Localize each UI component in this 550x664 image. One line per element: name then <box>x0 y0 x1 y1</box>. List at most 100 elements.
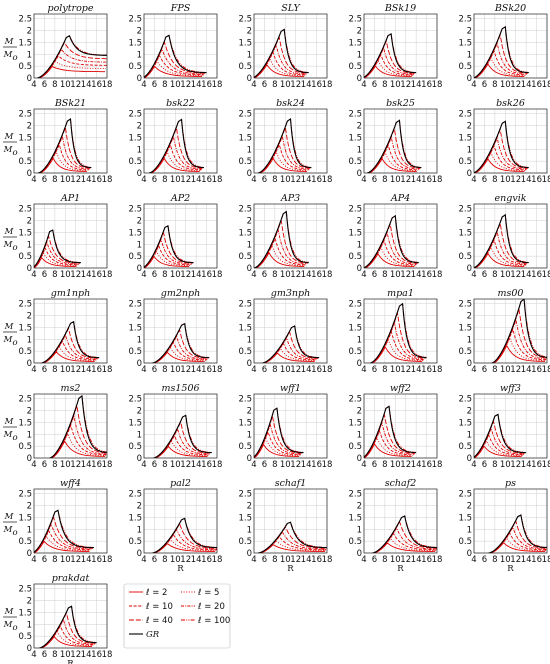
y-axis-label: MM o <box>3 512 18 538</box>
y-tick-label: 0 <box>137 549 142 559</box>
y-tick-label: 0.5 <box>128 157 142 167</box>
x-tick-label: 16 <box>421 555 432 565</box>
y-tick-label: 2 <box>137 407 142 417</box>
plot-frame <box>473 203 548 269</box>
panel-title: BSk20 <box>494 3 526 14</box>
x-tick-label: 10 <box>390 175 401 185</box>
y-tick-label: 2 <box>247 312 252 322</box>
panel-gm3nph: gm3nph 0 0.5 1 1.52 2.5 4 6 8 10 12 14 16 18 <box>238 288 332 375</box>
legend: ℓ = 2 ℓ = 5 ℓ = 10 ℓ = 20 ℓ = 40 ℓ = 100 GR <box>123 583 231 649</box>
series-line-dashdotdot <box>474 120 529 173</box>
legend-item: ℓ = 20 <box>181 602 225 612</box>
y-axis-label-numerator: M <box>4 512 14 522</box>
y-tick-label: 2 <box>247 217 252 227</box>
y-tick-label: 1.5 <box>18 133 32 143</box>
y-tick-label: 2 <box>357 27 362 37</box>
x-tick-label: 6 <box>152 555 157 565</box>
y-tick-label: 1.5 <box>348 513 362 523</box>
panel-SLY: SLY 0 0.5 1 1.52 2.5 4 6 8 10 12 14 16 18 <box>238 3 332 90</box>
plot-frame <box>363 298 438 364</box>
x-tick-label: 14 <box>411 555 422 565</box>
panel-gm2nph: gm2nph 0 0.5 1 1.52 2.5 4 6 8 10 12 14 16 18 <box>128 288 222 375</box>
x-tick-label: 18 <box>322 270 333 280</box>
y-tick-label: 0.5 <box>238 252 252 262</box>
x-tick-label: 4 <box>251 270 256 280</box>
x-tick-label: 16 <box>311 270 322 280</box>
series-line-solid <box>493 344 546 363</box>
curves <box>254 407 304 458</box>
plot-frame <box>253 13 328 79</box>
x-tick-label: 18 <box>212 365 223 375</box>
x-tick-label: 16 <box>531 175 542 185</box>
y-tick-label: 1.5 <box>18 228 32 238</box>
series-line-gr <box>474 413 527 458</box>
y-tick-label: 2 <box>467 407 472 417</box>
panel-title: ms1506 <box>161 383 199 394</box>
x-tick-label: 18 <box>102 80 113 90</box>
series-line-dashdotdot <box>152 517 217 553</box>
y-tick-label: 1 <box>247 430 252 440</box>
x-tick-label: 6 <box>482 175 487 185</box>
y-tick-label: 0 <box>467 264 472 274</box>
x-tick-label: 10 <box>170 270 181 280</box>
y-tick-label: 0.5 <box>238 537 252 547</box>
series-line-dashdotdot <box>364 215 419 268</box>
x-tick-label: 4 <box>31 650 36 660</box>
x-tick-label: 16 <box>421 460 432 470</box>
y-tick-label: 1 <box>357 430 362 440</box>
x-tick-label: 18 <box>542 555 550 565</box>
x-tick-label: 8 <box>52 270 57 280</box>
plot-frame <box>33 203 108 269</box>
x-tick-label: 10 <box>170 555 181 565</box>
x-tick-label: 16 <box>311 555 322 565</box>
panel-wff3: wff3 0 0.5 1 1.52 2.5 4 6 8 10 12 14 16 18 <box>458 383 550 470</box>
series-line-dashdot <box>144 238 192 268</box>
y-tick-label: 1 <box>27 240 32 250</box>
grid <box>143 109 218 174</box>
curves <box>254 210 309 268</box>
y-axis-label-subscript: o <box>12 433 17 443</box>
x-tick-label: 10 <box>60 650 71 660</box>
x-tick-label: 4 <box>361 175 366 185</box>
y-axis-label-denominator: M <box>3 335 13 345</box>
x-tick-label: 4 <box>31 175 36 185</box>
y-axis-label-numerator: M <box>4 607 14 617</box>
y-tick-label: 0 <box>467 549 472 559</box>
y-tick-label: 2 <box>467 217 472 227</box>
legend-label: ℓ = 100 <box>197 616 230 626</box>
y-tick-label: 1 <box>467 240 472 250</box>
x-tick-label: 12 <box>510 80 521 90</box>
x-tick-label: 14 <box>191 365 202 375</box>
y-tick-label: 0.5 <box>238 62 252 72</box>
y-tick-label: 2 <box>467 502 472 512</box>
x-tick-label: 18 <box>542 460 550 470</box>
y-tick-label: 2.5 <box>348 490 362 500</box>
panel-title: AP2 <box>170 193 190 204</box>
x-tick-label: 10 <box>390 460 401 470</box>
y-tick-label: 1.5 <box>348 418 362 428</box>
y-tick-label: 2.5 <box>238 205 252 215</box>
y-tick-label: 0 <box>27 644 32 654</box>
x-tick-label: 16 <box>201 365 212 375</box>
y-tick-label: 2.5 <box>238 300 252 310</box>
x-tick-label: 4 <box>361 270 366 280</box>
panel-AP4: AP4 0 0.5 1 1.52 2.5 4 6 8 10 12 14 16 18 <box>348 193 442 280</box>
x-tick-label: 14 <box>411 365 422 375</box>
y-tick-label: 0.5 <box>348 537 362 547</box>
panel-title: wff2 <box>390 383 411 394</box>
x-tick-label: 12 <box>70 80 81 90</box>
legend-item: ℓ = 10 <box>129 602 173 612</box>
y-tick-label: 1 <box>357 145 362 155</box>
plot-frame <box>473 108 548 174</box>
y-tick-label: 1.5 <box>128 418 142 428</box>
legend-label: ℓ = 10 <box>145 602 173 612</box>
x-tick-label: 18 <box>322 80 333 90</box>
y-tick-label: 1 <box>467 50 472 60</box>
curves <box>144 34 207 78</box>
panel-ms1506: ms1506 0 0.5 1 1.52 2.5 4 6 8 10 12 14 16 18 <box>128 383 222 470</box>
y-tick-label: 2.5 <box>348 395 362 405</box>
series-line-gr <box>366 119 422 173</box>
curves <box>474 213 529 268</box>
curves <box>262 325 320 363</box>
series-line-gr <box>364 214 419 268</box>
